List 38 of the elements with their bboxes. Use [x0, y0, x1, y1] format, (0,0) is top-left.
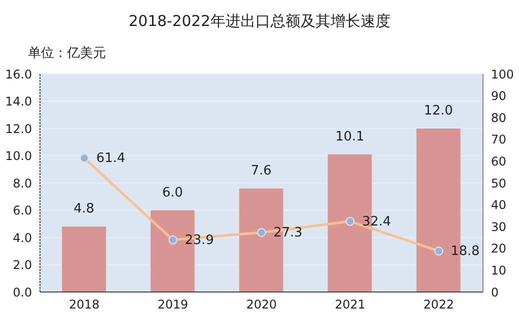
y-axis-title: 单位：亿美元	[28, 45, 106, 62]
y2-tick-label: 60	[491, 154, 506, 168]
y-tick-label: 12.0	[5, 122, 32, 136]
data-label: 61.4	[96, 151, 126, 166]
y2-tick-label: 90	[491, 89, 506, 104]
y2-tick-label: 50	[491, 176, 506, 190]
y-tick-label: 6.0	[12, 204, 32, 218]
data-label: 23.9	[184, 232, 214, 248]
y-tick-label: 4.0	[12, 230, 32, 245]
y2-tick-label: 20	[491, 242, 506, 256]
chart-title: 2018-2022年进出口总额及其增长速度	[128, 12, 392, 31]
data-label: 18.8	[450, 244, 480, 260]
y-tick-label: 8.0	[12, 176, 32, 190]
y-tick-label: 10.0	[5, 149, 32, 164]
y2-tick-label: 10	[491, 263, 506, 278]
y-tick-label: 16.0	[5, 67, 32, 82]
data-label: 27.3	[274, 225, 302, 240]
x-tick-label: 2021	[334, 298, 366, 312]
y-tick-label: 0.0	[12, 285, 32, 300]
data-label: 6.0	[162, 185, 183, 200]
y2-tick-label: 30	[491, 220, 506, 234]
y-tick-label: 2.0	[12, 258, 32, 272]
x-tick-label: 2018	[69, 298, 100, 312]
y2-tick-label: 0	[491, 285, 499, 300]
x-tick-label: 2020	[246, 298, 277, 312]
y2-tick-label: 80	[491, 110, 506, 125]
x-tick-label: 2022	[423, 298, 454, 312]
data-label: 10.1	[335, 129, 364, 144]
y-tick-label: 14.0	[5, 94, 32, 109]
data-label: 32.4	[362, 214, 392, 230]
data-label: 4.8	[74, 202, 94, 217]
y2-tick-label: 40	[491, 198, 506, 212]
data-label: 7.6	[250, 163, 272, 178]
data-label: 12.0	[424, 104, 453, 118]
x-tick-label: 2019	[158, 298, 188, 312]
bar	[62, 226, 106, 292]
y2-tick-label: 70	[491, 132, 506, 147]
y2-tick-label: 100	[491, 67, 514, 82]
